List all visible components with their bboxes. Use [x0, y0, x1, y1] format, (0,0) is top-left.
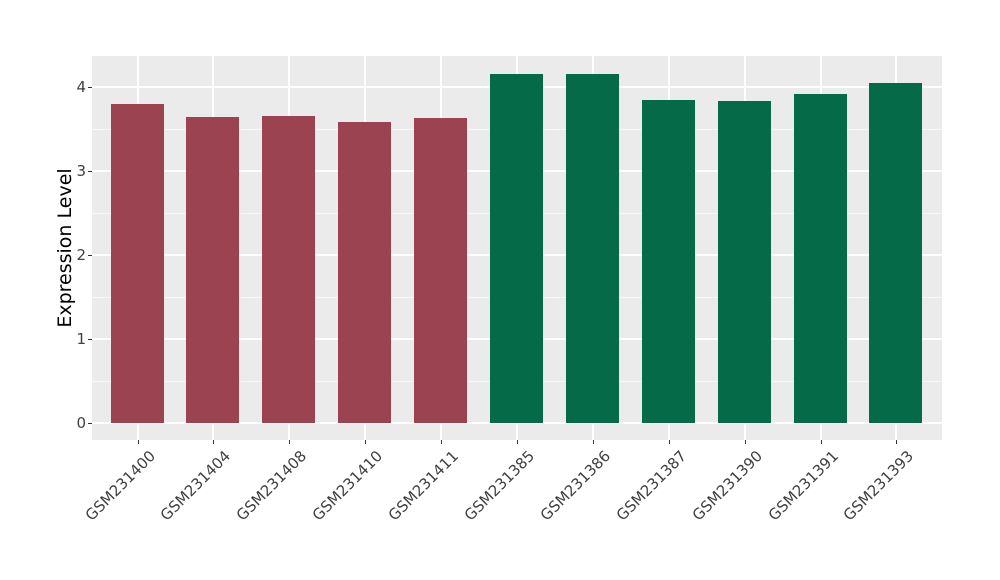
bar-GSM231390 [718, 101, 771, 423]
x-tick-label: GSM231387 [612, 447, 690, 525]
bar-GSM231400 [111, 104, 164, 423]
y-axis-tick [88, 339, 92, 340]
x-axis-tick [593, 440, 594, 444]
bar-GSM231410 [338, 122, 391, 423]
x-axis-tick [821, 440, 822, 444]
x-axis-tick [669, 440, 670, 444]
x-tick-label: GSM231393 [839, 447, 917, 525]
y-tick-label: 1 [76, 330, 86, 348]
bar-GSM231404 [186, 117, 239, 423]
x-axis-tick [289, 440, 290, 444]
y-tick-label: 4 [76, 78, 86, 96]
x-tick-label: GSM231386 [536, 447, 614, 525]
x-tick-label: GSM231390 [688, 447, 766, 525]
x-tick-label: GSM231411 [384, 447, 462, 525]
x-axis-tick [138, 440, 139, 444]
x-tick-label: GSM231385 [460, 447, 538, 525]
x-tick-label: GSM231391 [764, 447, 842, 525]
y-tick-label: 3 [76, 162, 86, 180]
x-axis-tick [517, 440, 518, 444]
y-tick-label: 2 [76, 246, 86, 264]
bar-GSM231391 [794, 94, 847, 423]
plot-panel [92, 56, 942, 440]
x-axis-tick [745, 440, 746, 444]
x-tick-label: GSM231410 [308, 447, 386, 525]
x-tick-label: GSM231404 [156, 447, 234, 525]
y-axis-tick [88, 423, 92, 424]
y-tick-label: 0 [76, 414, 86, 432]
bar-GSM231386 [566, 74, 619, 423]
bar-GSM231385 [490, 74, 543, 423]
bar-GSM231387 [642, 100, 695, 423]
x-axis-tick [213, 440, 214, 444]
x-axis-tick [441, 440, 442, 444]
y-axis-tick [88, 171, 92, 172]
bar-GSM231393 [869, 83, 922, 423]
bar-GSM231408 [262, 116, 315, 423]
y-axis-tick [88, 255, 92, 256]
x-axis-tick [896, 440, 897, 444]
x-tick-label: GSM231400 [81, 447, 159, 525]
x-tick-label: GSM231408 [232, 447, 310, 525]
bar-GSM231411 [414, 118, 467, 423]
x-axis-tick [365, 440, 366, 444]
y-axis-tick [88, 87, 92, 88]
